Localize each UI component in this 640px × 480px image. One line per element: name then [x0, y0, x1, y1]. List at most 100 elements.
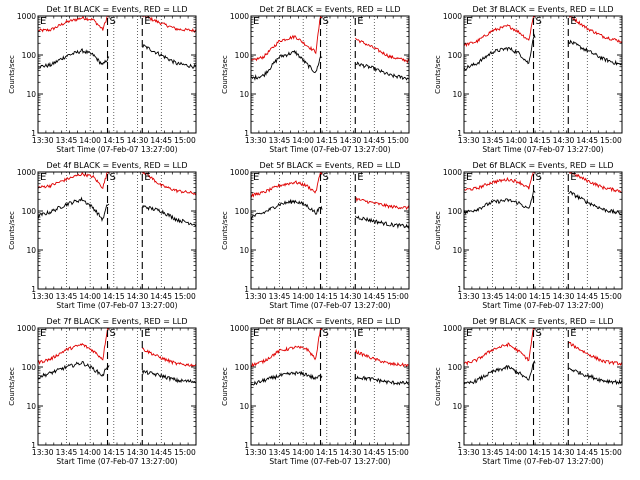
end-marker-label: E — [570, 328, 576, 339]
x-tick-label: 14:30 — [127, 292, 149, 301]
x-tick-label: 13:30 — [32, 448, 54, 457]
x-axis-label: Start Time (07-Feb-07 13:27:00) — [269, 301, 390, 310]
x-axis-label: Start Time (07-Feb-07 13:27:00) — [56, 457, 177, 466]
x-tick-label: 15:00 — [387, 292, 409, 301]
events-series-line — [38, 361, 110, 380]
panel-4: Det 4f BLACK = Events, RED = LLD S E E 1 10 10… — [8, 161, 197, 310]
plot-frame — [250, 171, 410, 290]
x-tick-label: 15:00 — [600, 292, 622, 301]
y-tick-label: 10 — [239, 90, 249, 99]
y-tick-label: 1000 — [443, 324, 462, 333]
y-axis-label: Counts/sec — [8, 211, 16, 250]
y-tick-label: 1 — [457, 129, 462, 138]
x-axis-label: Start Time (07-Feb-07 13:27:00) — [269, 145, 390, 154]
lld-series-line — [567, 341, 622, 366]
y-tick-label: 1000 — [443, 168, 462, 177]
left-edge-marker-label: E — [466, 16, 472, 27]
start-marker-label: S — [323, 16, 329, 27]
lld-series-line — [38, 16, 110, 33]
plot-frame — [37, 15, 197, 134]
left-edge-marker-label: E — [466, 172, 472, 183]
y-tick-label: 100 — [22, 207, 37, 216]
y-tick-label: 1 — [244, 441, 249, 450]
events-series-line — [568, 367, 622, 386]
y-tick-label: 1000 — [17, 324, 36, 333]
left-edge-marker-label: E — [466, 328, 472, 339]
x-tick-label: 13:30 — [458, 136, 480, 145]
x-tick-label: 13:30 — [458, 292, 480, 301]
x-tick-label: 15:00 — [174, 136, 196, 145]
lld-series-line — [354, 37, 409, 64]
panel-8: Det 8f BLACK = Events, RED = LLD S E E 1 10 10… — [221, 317, 410, 466]
x-axis-label: Start Time (07-Feb-07 13:27:00) — [482, 301, 603, 310]
x-tick-label: 14:00 — [505, 448, 527, 457]
panel-title: Det 8f BLACK = Events, RED = LLD — [259, 317, 400, 326]
panel-title: Det 6f BLACK = Events, RED = LLD — [472, 161, 613, 170]
lld-series-line — [354, 348, 409, 368]
x-tick-label: 14:45 — [576, 448, 598, 457]
x-tick-label: 14:15 — [103, 448, 125, 457]
events-series-line — [354, 215, 409, 230]
y-axis-label: Counts/sec — [434, 211, 442, 250]
y-tick-label: 100 — [235, 51, 250, 60]
start-marker-label: S — [110, 328, 116, 339]
x-tick-label: 13:45 — [482, 448, 504, 457]
start-marker-label: S — [110, 172, 116, 183]
plot-frame — [37, 171, 197, 290]
x-tick-label: 14:15 — [103, 136, 125, 145]
lld-series-line — [38, 328, 110, 365]
y-tick-label: 100 — [448, 207, 463, 216]
lld-series-line — [568, 16, 622, 44]
x-tick-label: 13:45 — [269, 448, 291, 457]
y-tick-label: 10 — [26, 402, 36, 411]
x-tick-label: 14:30 — [553, 136, 575, 145]
events-series-line — [251, 198, 323, 220]
panel-2: Det 2f BLACK = Events, RED = LLD S E E 1 10 10… — [221, 5, 410, 154]
end-marker-label: E — [570, 172, 576, 183]
end-marker-label: E — [144, 328, 150, 339]
panel-1: Det 1f BLACK = Events, RED = LLD S E E 1 10 10… — [8, 5, 197, 154]
y-tick-label: 1000 — [17, 168, 36, 177]
events-series-line — [568, 190, 622, 216]
x-tick-label: 13:45 — [482, 136, 504, 145]
events-series-line — [464, 33, 536, 71]
x-tick-label: 14:30 — [553, 448, 575, 457]
panel-title: Det 2f BLACK = Events, RED = LLD — [259, 5, 400, 14]
left-edge-marker-label: E — [40, 16, 46, 27]
x-axis-label: Start Time (07-Feb-07 13:27:00) — [482, 145, 603, 154]
x-tick-label: 15:00 — [387, 448, 409, 457]
y-axis-label: Counts/sec — [434, 367, 442, 406]
x-tick-label: 15:00 — [174, 448, 196, 457]
x-tick-label: 15:00 — [387, 136, 409, 145]
events-series-line — [141, 369, 196, 384]
y-axis-label: Counts/sec — [221, 55, 229, 94]
y-tick-label: 10 — [452, 246, 462, 255]
end-marker-label: E — [357, 328, 363, 339]
plot-frame — [463, 171, 623, 290]
panel-title: Det 4f BLACK = Events, RED = LLD — [46, 161, 187, 170]
x-tick-label: 14:45 — [363, 292, 385, 301]
panel-7: Det 7f BLACK = Events, RED = LLD S E E 1 10 10… — [8, 317, 197, 466]
y-tick-label: 10 — [452, 90, 462, 99]
y-tick-label: 100 — [22, 51, 37, 60]
y-tick-label: 1 — [457, 441, 462, 450]
y-tick-label: 10 — [239, 246, 249, 255]
lld-series-line — [354, 196, 409, 210]
x-axis-label: Start Time (07-Feb-07 13:27:00) — [56, 145, 177, 154]
x-tick-label: 14:00 — [292, 136, 314, 145]
plot-frame — [250, 15, 410, 134]
x-tick-label: 13:30 — [32, 136, 54, 145]
x-tick-label: 15:00 — [174, 292, 196, 301]
y-axis-label: Counts/sec — [221, 367, 229, 406]
y-tick-label: 1 — [244, 285, 249, 294]
x-tick-label: 14:15 — [316, 448, 338, 457]
lld-series-line — [141, 172, 196, 196]
x-tick-label: 13:30 — [245, 448, 267, 457]
y-tick-label: 10 — [26, 90, 36, 99]
x-axis-label: Start Time (07-Feb-07 13:27:00) — [269, 457, 390, 466]
x-tick-label: 14:45 — [150, 448, 172, 457]
events-series-line — [142, 43, 196, 69]
lld-series-line — [464, 328, 536, 366]
panel-title: Det 1f BLACK = Events, RED = LLD — [46, 5, 187, 14]
